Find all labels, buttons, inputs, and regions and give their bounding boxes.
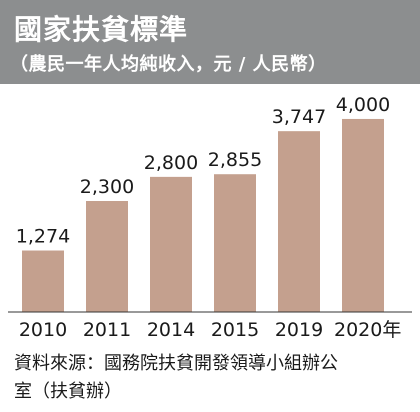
- value-label-2020年: 4,000: [336, 94, 390, 116]
- x-tick-label-2015: 2015: [211, 319, 259, 341]
- x-tick-label-2010: 2010: [19, 319, 67, 341]
- bar-chart: 2010 2011 2014 2015 2019 2020年 1,274 2,300 2,80…: [8, 94, 412, 341]
- bar-2019: [278, 131, 320, 312]
- value-label-2014: 2,800: [144, 152, 198, 174]
- bar-2015: [214, 174, 256, 312]
- x-tick-label-2014: 2014: [147, 319, 195, 341]
- x-tick-labels: 2010 2011 2014 2015 2019 2020年: [19, 319, 402, 341]
- chart-title: 國家扶貧標準: [14, 13, 189, 46]
- source-line-2: 室（扶貧辦）: [14, 381, 122, 402]
- value-label-2010: 1,274: [16, 226, 70, 248]
- bar-2020年: [342, 118, 384, 313]
- value-label-2015: 2,855: [208, 149, 262, 171]
- source-note: 資料來源：國務院扶貧開發領導小組辦公 室（扶貧辦）: [14, 350, 414, 406]
- bar-2010: [22, 250, 64, 312]
- x-tick-label-2020年: 2020年: [334, 319, 401, 341]
- value-label-2011: 2,300: [80, 176, 134, 198]
- x-tick-label-2011: 2011: [83, 319, 131, 341]
- chart-subtitle: （農民一年人均純收入，元 / 人民幣）: [10, 54, 327, 75]
- source-line-1: 資料來源：國務院扶貧開發領導小組辦公: [14, 353, 338, 374]
- header-banner: 國家扶貧標準 （農民一年人均純收入，元 / 人民幣）: [0, 0, 420, 84]
- bar-2011: [86, 201, 128, 312]
- value-label-2019: 3,747: [272, 106, 326, 128]
- bar-group: [22, 118, 384, 313]
- value-labels: 1,274 2,300 2,800 2,855 3,747 4,000: [16, 94, 390, 248]
- bar-2014: [150, 176, 192, 312]
- x-tick-label-2019: 2019: [275, 319, 323, 341]
